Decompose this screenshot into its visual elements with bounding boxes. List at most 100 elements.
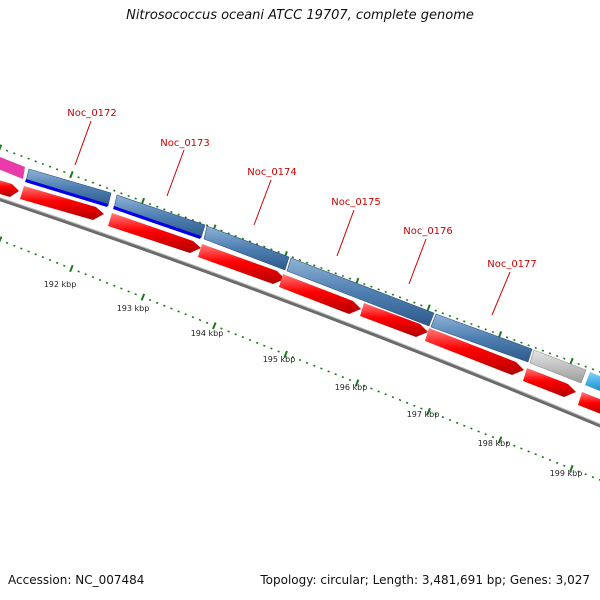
inner-major-tick <box>497 436 503 444</box>
outer-minor-tick <box>277 250 280 254</box>
outer-minor-tick <box>534 346 537 350</box>
inner-minor-tick <box>84 273 87 276</box>
inner-minor-tick <box>591 476 595 479</box>
inner-minor-tick <box>63 264 66 267</box>
tick-label-197: 197 kbp <box>407 410 440 419</box>
inner-major-tick <box>140 293 146 301</box>
inner-minor-tick <box>170 307 173 310</box>
outer-minor-tick <box>177 213 180 216</box>
outer-minor-tick <box>584 365 587 368</box>
inner-minor-tick <box>398 398 402 402</box>
outer-minor-tick <box>27 157 30 160</box>
inner-minor-tick <box>491 436 495 439</box>
outer-minor-tick <box>41 162 45 166</box>
cds-arrow-noc-0174 <box>198 244 285 284</box>
inner-minor-tick <box>455 421 459 424</box>
cog-track <box>0 157 600 391</box>
inner-minor-tick <box>105 281 109 284</box>
outer-minor-tick <box>48 165 52 168</box>
leader-line-noc-0175 <box>336 209 355 257</box>
inner-minor-tick <box>291 356 295 359</box>
inner-minor-tick <box>13 244 16 247</box>
gene-label-noc-0175: Noc_0175 <box>331 197 381 208</box>
outer-minor-tick <box>413 301 416 304</box>
gene-segment-noc-0174 <box>203 225 290 271</box>
inner-minor-tick <box>377 390 380 393</box>
outer-minor-tick <box>241 237 245 240</box>
inner-minor-tick <box>434 413 437 416</box>
outer-minor-tick <box>463 320 466 323</box>
outer-minor-tick <box>377 288 380 291</box>
outer-minor-tick <box>63 170 66 174</box>
inner-minor-tick <box>98 278 102 282</box>
inner-major-tick <box>283 350 288 358</box>
inner-minor-tick <box>484 433 487 436</box>
inner-minor-tick <box>370 387 373 390</box>
inner-minor-tick <box>334 373 337 376</box>
inner-minor-tick <box>184 313 187 316</box>
outer-minor-tick <box>527 344 530 347</box>
outer-minor-tick <box>420 304 423 307</box>
dark-blue-stripe-0172 <box>25 179 108 207</box>
inner-minor-tick <box>363 384 366 387</box>
outer-minor-tick <box>577 362 580 366</box>
inner-minor-tick <box>463 424 466 427</box>
outer-minor-tick <box>341 274 345 278</box>
outer-minor-tick <box>305 261 309 264</box>
inner-minor-tick <box>327 370 330 373</box>
outer-minor-tick <box>363 282 366 286</box>
gene-segment-noc-0177 <box>529 349 587 384</box>
inner-minor-tick <box>477 430 480 433</box>
inner-major-tick <box>69 264 74 273</box>
inner-minor-tick <box>534 453 537 456</box>
inner-minor-tick <box>584 473 587 476</box>
inner-minor-tick <box>341 376 345 379</box>
inner-minor-tick <box>577 470 580 473</box>
genome-backbone-highlight <box>0 197 600 425</box>
outer-minor-tick <box>334 272 337 275</box>
cds-arrow-noc-0173 <box>108 213 201 253</box>
outer-minor-tick <box>84 178 87 182</box>
genome-summary: Topology: circular; Length: 3,481,691 bp… <box>260 573 590 587</box>
outer-minor-tick <box>370 285 373 288</box>
inner-minor-tick <box>405 401 409 404</box>
tick-label-193: 193 kbp <box>117 304 150 313</box>
outer-minor-tick <box>248 240 252 243</box>
inner-minor-tick <box>48 258 52 262</box>
cds-arrow-next <box>523 368 576 397</box>
outer-minor-tick <box>120 192 123 195</box>
cds-arrow-noc-0175 <box>279 274 361 314</box>
inner-minor-tick <box>548 458 552 462</box>
outer-minor-tick <box>91 181 95 184</box>
outer-minor-tick <box>105 186 109 190</box>
tick-label-192: 192 kbp <box>44 280 77 289</box>
outer-minor-tick <box>348 277 352 280</box>
gene-label-noc-0173: Noc_0173 <box>160 138 210 149</box>
outer-minor-tick <box>434 309 437 312</box>
tick-label-195: 195 kbp <box>263 355 296 364</box>
inner-minor-tick <box>227 330 230 333</box>
inner-minor-tick <box>305 361 309 364</box>
leader-line-noc-0177 <box>491 271 511 316</box>
outer-minor-tick <box>477 325 480 328</box>
inner-minor-tick <box>527 450 530 453</box>
outer-minor-tick <box>441 312 445 315</box>
inner-minor-tick <box>505 441 509 444</box>
outer-major-tick <box>69 171 74 179</box>
outer-minor-tick <box>263 245 266 248</box>
inner-minor-tick <box>563 464 566 467</box>
inner-major-tick <box>354 379 360 387</box>
inner-minor-tick <box>555 461 559 464</box>
outer-minor-tick <box>77 176 80 179</box>
outer-minor-tick <box>563 357 566 360</box>
inner-minor-tick <box>277 350 280 353</box>
gene-label-noc-0174: Noc_0174 <box>247 167 297 178</box>
inner-minor-tick <box>220 327 223 330</box>
outer-minor-tick <box>398 296 402 299</box>
inner-minor-tick <box>163 304 166 307</box>
outer-minor-tick <box>5 149 9 152</box>
outer-major-tick <box>569 357 574 365</box>
outer-minor-tick <box>298 258 302 262</box>
gene-label-noc-0177: Noc_0177 <box>487 259 537 270</box>
